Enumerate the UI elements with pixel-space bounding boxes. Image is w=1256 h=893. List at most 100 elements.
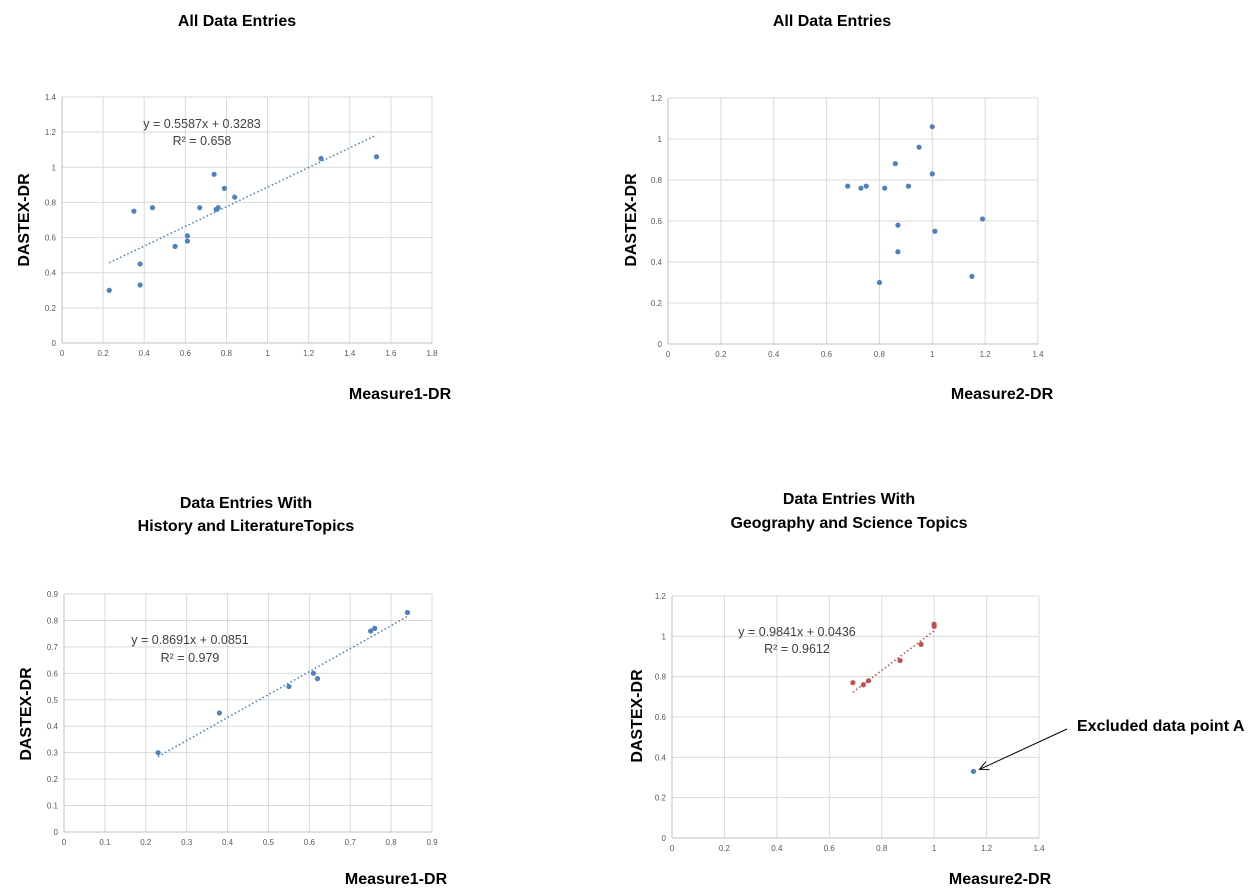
- y-tick-label: 0.4: [651, 258, 663, 267]
- x-tick-label: 1.2: [303, 349, 315, 358]
- chart-title: Geography and Science Topics: [730, 515, 967, 532]
- x-axis-title: Measure1-DR: [349, 386, 452, 403]
- data-point: [318, 155, 324, 162]
- x-tick-label: 0.9: [426, 838, 438, 847]
- data-point: [929, 124, 935, 130]
- y-tick-label: 0.2: [655, 794, 667, 803]
- data-point: [905, 183, 912, 189]
- x-tick-label: 0.4: [139, 349, 151, 358]
- x-tick-label: 0: [666, 350, 671, 359]
- x-axis-title: Measure2-DR: [951, 386, 1054, 403]
- y-tick-label: 0.2: [651, 299, 663, 308]
- data-point: [172, 243, 178, 249]
- x-tick-label: 1.2: [981, 844, 993, 853]
- x-tick-label: 1.4: [1033, 844, 1045, 853]
- x-tick-label: 0.8: [874, 350, 886, 359]
- data-point: [137, 282, 143, 288]
- x-tick-label: 0.2: [719, 844, 731, 853]
- data-point: [895, 222, 901, 228]
- y-tick-label: 0.7: [47, 643, 59, 652]
- data-point: [314, 676, 321, 682]
- x-tick-label: 1: [265, 349, 270, 358]
- data-point: [882, 185, 888, 191]
- annotation-label: Excluded data point A: [1077, 718, 1245, 735]
- x-tick-label: 0.2: [140, 838, 152, 847]
- y-tick-label: 0.2: [47, 775, 59, 784]
- y-tick-label: 1.2: [651, 94, 663, 103]
- data-point: [969, 273, 975, 279]
- data-point: [373, 154, 380, 160]
- x-tick-label: 0.8: [876, 844, 888, 853]
- data-point: [876, 279, 883, 286]
- y-tick-label: 1.4: [45, 93, 57, 102]
- y-tick-label: 0.1: [47, 802, 59, 811]
- y-tick-label: 1: [658, 135, 663, 144]
- y-axis-title: DASTEX-DR: [623, 173, 640, 267]
- y-tick-label: 0: [662, 834, 667, 843]
- x-tick-label: 0.6: [180, 349, 192, 358]
- chart-title: All Data Entries: [773, 13, 891, 30]
- x-tick-label: 0.7: [345, 838, 357, 847]
- x-tick-label: 1.4: [1032, 350, 1044, 359]
- data-point: [850, 680, 856, 686]
- data-point: [211, 171, 217, 177]
- y-tick-label: 0.8: [655, 673, 667, 682]
- data-point: [286, 683, 292, 690]
- y-tick-label: 1.2: [655, 592, 667, 601]
- y-tick-label: 0.6: [45, 234, 57, 243]
- data-point: [863, 183, 869, 189]
- y-axis-title: DASTEX-DR: [16, 173, 33, 267]
- y-tick-label: 0: [52, 339, 57, 348]
- data-point: [858, 185, 864, 191]
- data-point: [860, 682, 866, 688]
- x-tick-label: 0.6: [824, 844, 836, 853]
- y-tick-label: 0.5: [47, 696, 59, 705]
- x-tick-label: 0.8: [386, 838, 398, 847]
- series-1: [155, 609, 411, 756]
- x-tick-label: 0.4: [222, 838, 234, 847]
- x-tick-label: 0.4: [768, 350, 780, 359]
- data-point: [372, 625, 378, 631]
- chart-title: Data Entries With: [180, 495, 312, 512]
- r-squared-label: R² = 0.979: [161, 651, 220, 665]
- x-tick-label: 1: [932, 844, 937, 853]
- data-point: [892, 161, 898, 167]
- y-tick-label: 0.4: [655, 753, 667, 762]
- grid: [61, 96, 433, 344]
- data-point: [221, 185, 227, 191]
- data-point: [404, 609, 411, 616]
- trendline: [108, 134, 377, 264]
- annotation-arrow-line: [979, 728, 1068, 770]
- x-tick-label: 0.5: [263, 838, 275, 847]
- y-tick-label: 0.2: [45, 304, 57, 313]
- x-tick-label: 0.2: [715, 350, 727, 359]
- chart-title: Data Entries With: [783, 491, 915, 508]
- data-point: [310, 670, 317, 676]
- series-1: [106, 154, 380, 293]
- data-point: [979, 216, 986, 222]
- x-tick-label: 0: [670, 844, 675, 853]
- chart-1: All Data Entries 0 0.2 0.4 0.6 0.8 1 1.2 1.4 1.6 1…: [16, 13, 452, 403]
- r-squared-label: R² = 0.658: [173, 134, 232, 148]
- x-tick-label: 1.4: [344, 349, 356, 358]
- y-axis-title: DASTEX-DR: [629, 669, 646, 763]
- data-point: [932, 228, 938, 234]
- y-tick-label: 0.4: [45, 269, 57, 278]
- y-tick-label: 0.6: [655, 713, 667, 722]
- data-point: [368, 628, 374, 634]
- y-tick-label: 0: [658, 340, 663, 349]
- annotation-arrowhead: [978, 761, 990, 771]
- chart-title: History and LiteratureTopics: [138, 518, 355, 535]
- y-axis-title: DASTEX-DR: [18, 667, 35, 761]
- series-2: [970, 768, 977, 775]
- y-tick-label: 1: [662, 632, 667, 641]
- trendline-equation: y = 0.8691x + 0.0851: [131, 633, 249, 647]
- data-point: [106, 287, 112, 293]
- y-tick-label: 0.8: [47, 616, 59, 625]
- x-axis-title: Measure1-DR: [345, 871, 448, 888]
- y-tick-label: 0.9: [47, 590, 59, 599]
- y-tick-label: 1: [52, 163, 57, 172]
- data-point: [149, 205, 156, 211]
- x-tick-label: 0.1: [99, 838, 111, 847]
